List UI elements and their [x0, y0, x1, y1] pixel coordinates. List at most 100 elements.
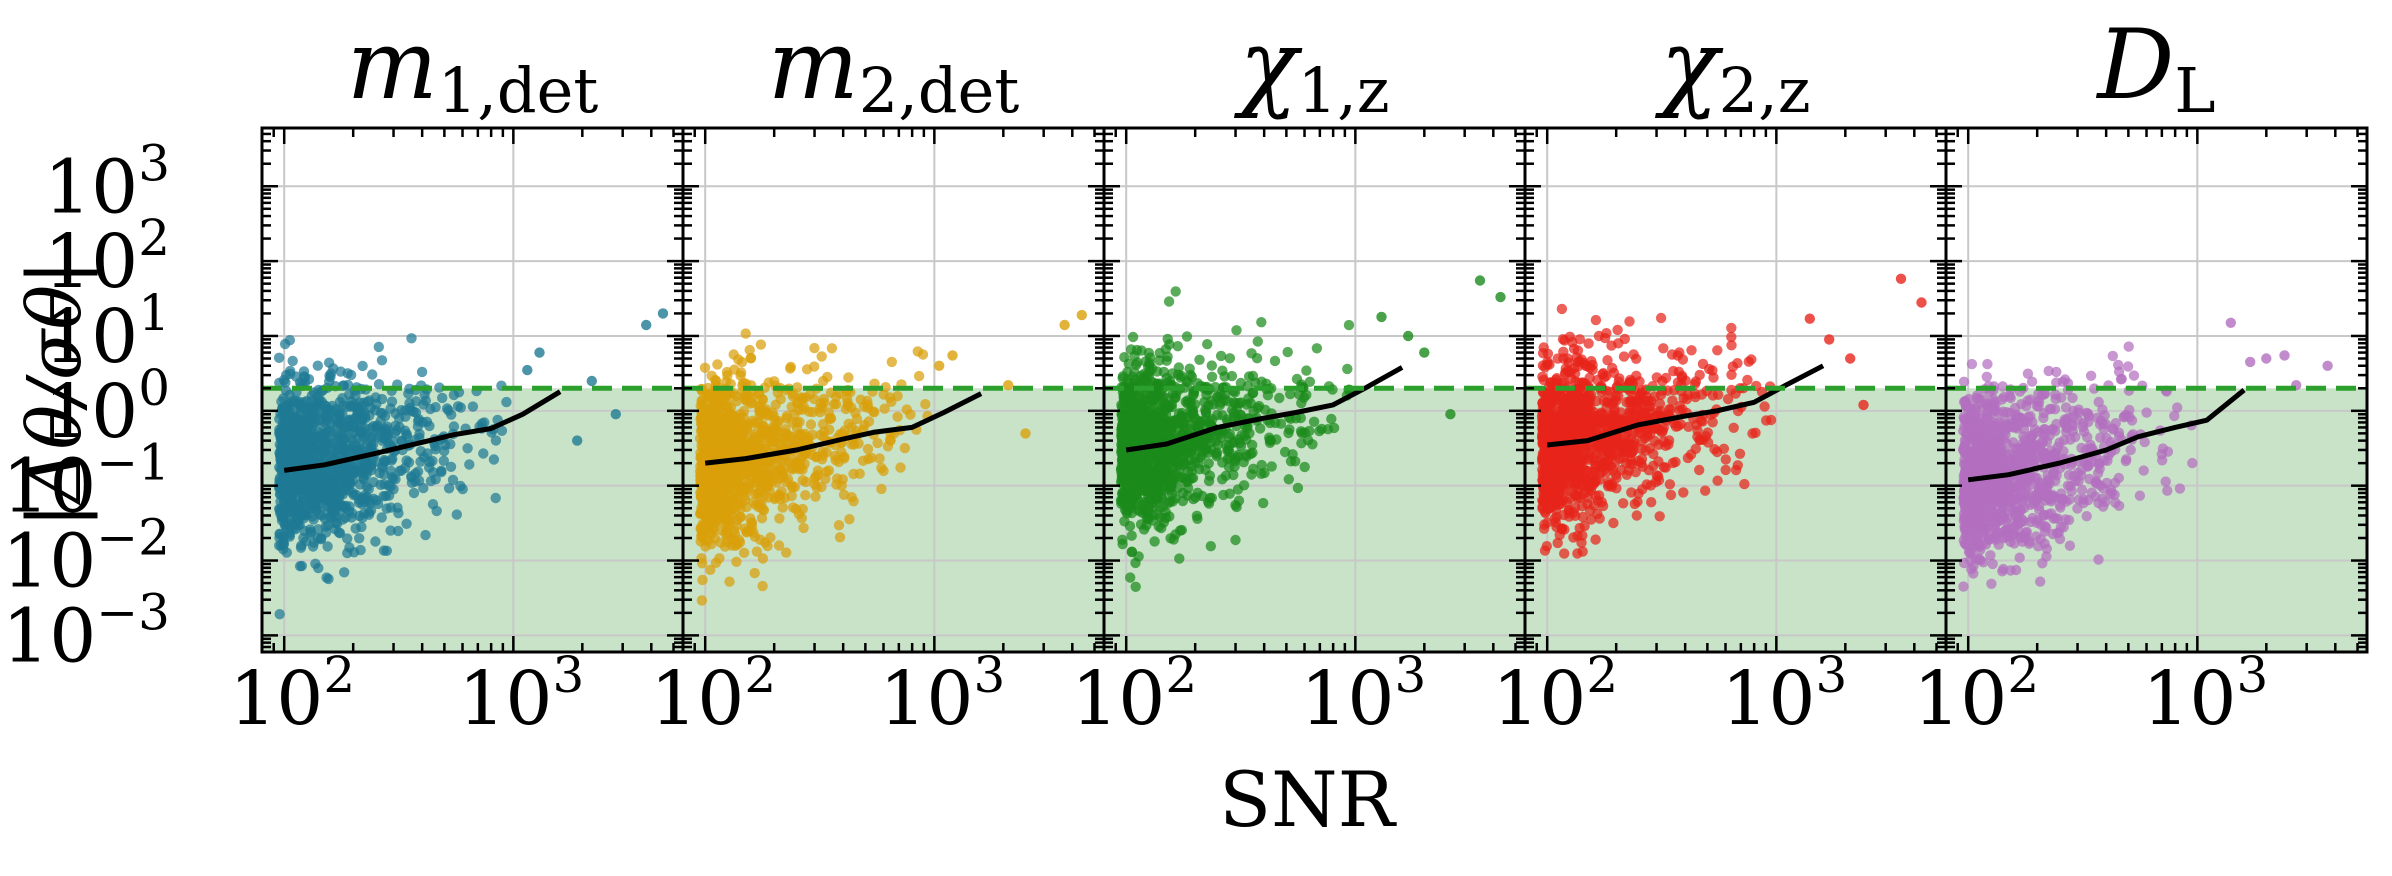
data-point — [1224, 353, 1236, 364]
data-point — [1640, 445, 1651, 456]
data-point — [1206, 371, 1218, 382]
data-point — [738, 547, 750, 558]
data-point — [1204, 470, 1216, 481]
data-point — [1233, 495, 1245, 506]
data-point — [765, 532, 776, 543]
data-point — [1258, 497, 1269, 509]
data-point — [430, 402, 441, 413]
data-point — [451, 509, 462, 520]
data-point — [770, 399, 781, 410]
data-point — [727, 495, 738, 506]
data-point — [719, 541, 731, 552]
data-point — [447, 474, 459, 486]
data-point — [899, 442, 911, 454]
data-point — [714, 553, 725, 564]
data-point — [1176, 370, 1188, 382]
data-point — [1678, 487, 1689, 498]
data-point — [701, 389, 713, 400]
data-point — [490, 492, 501, 504]
data-point — [344, 542, 355, 553]
data-point — [862, 443, 874, 455]
data-point — [1186, 473, 1197, 484]
data-point — [392, 502, 403, 513]
data-point — [1134, 464, 1146, 475]
data-point — [820, 473, 831, 485]
data-point — [1275, 418, 1287, 429]
data-point — [1126, 507, 1138, 519]
panel-3: 102 103 χ1,z — [1071, 9, 1527, 742]
data-point — [285, 365, 296, 377]
outlier-point — [534, 347, 545, 358]
data-point — [1726, 322, 1737, 334]
data-point — [437, 392, 448, 404]
data-point — [464, 459, 475, 470]
data-point — [1194, 354, 1205, 365]
data-point — [1658, 343, 1669, 354]
data-point — [1142, 507, 1154, 518]
data-point — [1694, 464, 1705, 476]
data-point — [703, 443, 715, 455]
data-point — [1282, 346, 1293, 358]
outlier-point — [1020, 428, 1031, 439]
data-point — [1283, 474, 1295, 485]
data-point — [1602, 355, 1613, 366]
data-point — [345, 479, 356, 490]
median-line — [704, 391, 983, 466]
data-point — [354, 533, 365, 544]
data-point — [501, 396, 512, 408]
data-point — [1598, 465, 1609, 476]
data-point — [876, 483, 887, 495]
data-point — [415, 456, 426, 467]
data-point — [278, 393, 289, 404]
data-point — [805, 389, 816, 400]
data-point — [1247, 439, 1258, 451]
data-point — [753, 502, 764, 513]
data-point — [1181, 331, 1193, 342]
data-point — [708, 464, 719, 475]
data-point — [1636, 453, 1648, 465]
data-point — [1262, 390, 1274, 401]
data-point — [741, 395, 752, 407]
data-point — [1119, 516, 1130, 527]
data-point — [1205, 437, 1217, 448]
data-point — [357, 360, 368, 372]
data-point — [699, 362, 711, 373]
data-point — [1151, 452, 1163, 463]
data-point — [696, 458, 707, 469]
data-point — [735, 442, 747, 453]
data-point — [403, 457, 415, 468]
data-point — [322, 471, 333, 482]
data-point — [1326, 413, 1337, 425]
data-point — [892, 411, 903, 422]
data-point — [381, 503, 392, 514]
data-point — [1177, 487, 1189, 499]
data-point — [720, 412, 732, 424]
outlier-point — [1474, 275, 1486, 286]
data-point — [1205, 541, 1217, 552]
data-point — [1158, 501, 1169, 512]
data-point — [1125, 572, 1136, 583]
data-point — [809, 342, 820, 354]
data-point — [702, 535, 713, 547]
data-point — [1131, 359, 1142, 370]
data-point — [762, 430, 773, 442]
data-point — [354, 510, 365, 522]
data-point — [327, 499, 338, 510]
data-point — [759, 466, 770, 477]
data-point — [344, 421, 356, 432]
data-point — [392, 525, 404, 537]
data-point — [1618, 498, 1629, 509]
data-point — [1189, 456, 1201, 467]
data-point — [1183, 412, 1195, 423]
data-point — [281, 547, 292, 558]
data-point — [1126, 546, 1138, 557]
data-point — [396, 465, 407, 476]
data-point — [1140, 356, 1151, 367]
data-point — [317, 421, 329, 433]
data-point — [1117, 538, 1128, 550]
data-point — [1175, 525, 1186, 536]
panel-1: 102 103 m1,det — [229, 9, 685, 742]
data-point — [294, 450, 305, 461]
data-point — [843, 418, 854, 429]
